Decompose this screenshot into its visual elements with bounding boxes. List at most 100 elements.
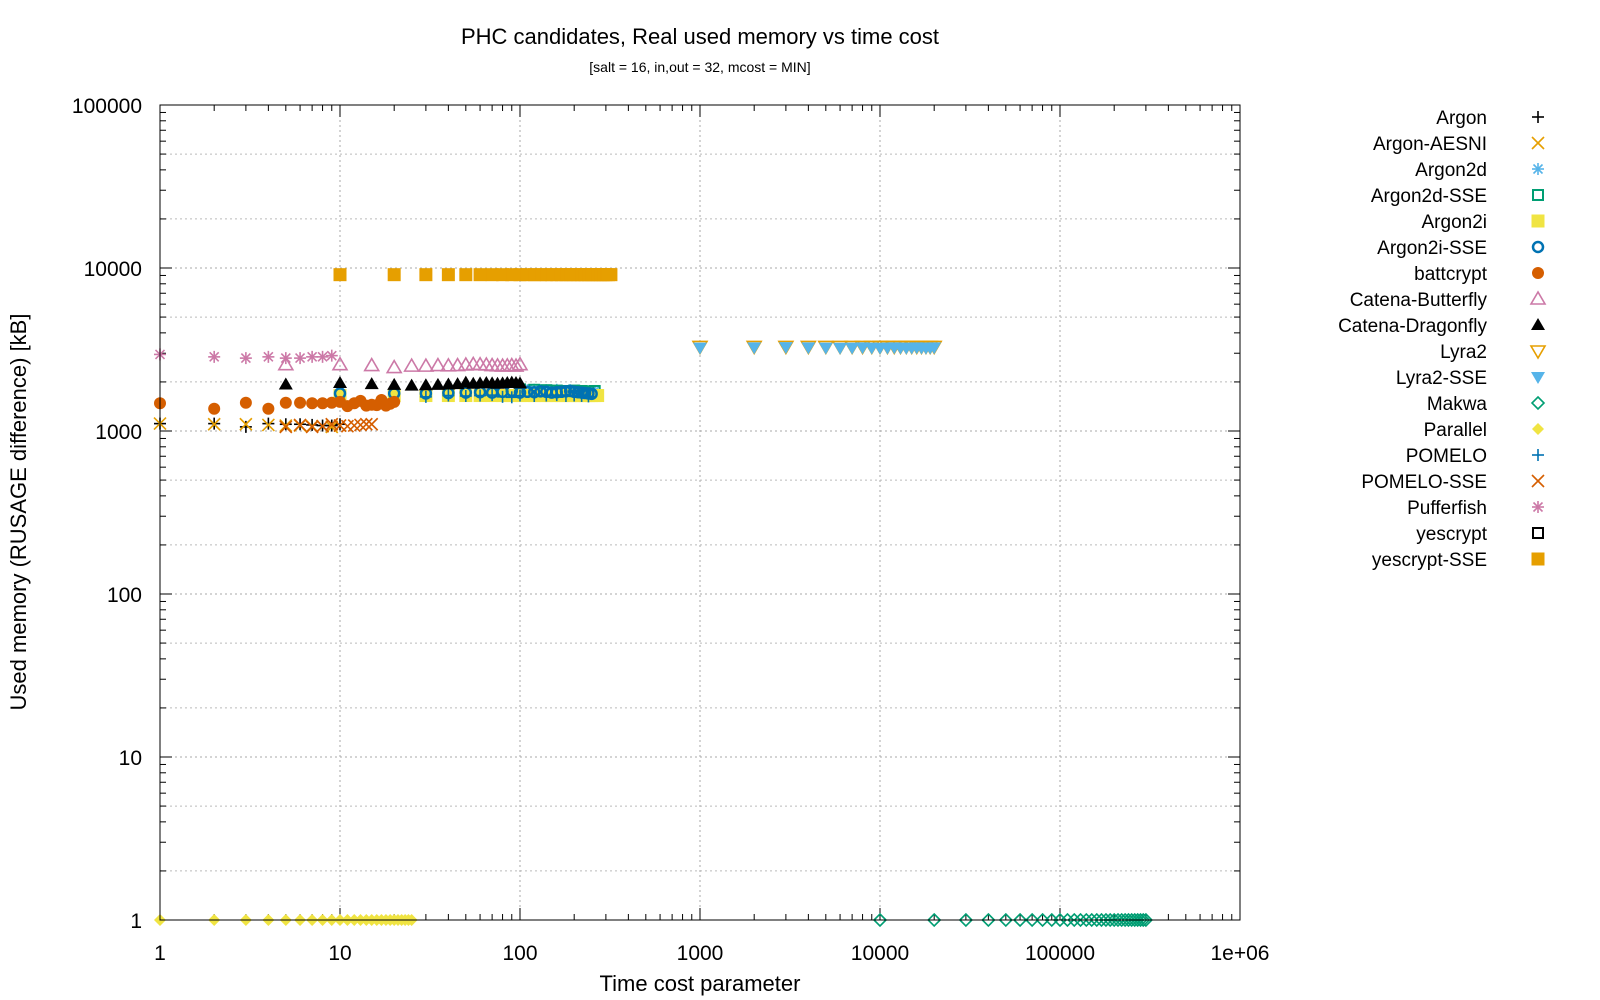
point-argon2i-sse [585,387,598,401]
point-lyra2-sse [693,342,707,355]
legend-label-argon2d-sse: Argon2d-SSE [1371,186,1487,207]
x-tick-label: 1000 [677,942,724,965]
chart-subtitle: [salt = 16, in,out = 32, mcost = MIN] [589,59,811,75]
point-pomelo-sse [293,418,307,432]
point-argon [306,418,319,431]
point-yescrypt-sse [419,268,433,282]
point-pomelo-sse [279,420,293,434]
legend-marker-argon [1532,111,1544,123]
legend: Argon Argon-AESNI Argon2d Argon2d-SSE Argon2… [1338,108,1547,571]
x-tick-label: 1 [154,942,166,965]
point-catena-dragonfly [404,378,419,391]
legend-marker-argon2i-sse [1531,240,1545,254]
point-catena-dragonfly [513,376,527,389]
point-catena-dragonfly [333,376,347,389]
legend-marker-argon2i [1531,214,1545,228]
point-argon [239,420,252,433]
point-battcrypt [294,396,307,409]
grid-lines [159,104,1241,921]
legend-marker-catena-butterfly [1529,290,1547,305]
point-battcrypt [316,397,329,410]
point-battcrypt [208,402,221,415]
plot-frame [159,104,1241,921]
legend-marker-lyra2-sse [1531,372,1545,384]
legend-label-argon-aesni: Argon-AESNI [1373,134,1487,155]
point-catena-butterfly [429,356,447,372]
point-catena-dragonfly [430,377,445,390]
point-lyra2-sse [818,342,833,355]
point-makwa [1073,912,1088,928]
legend-marker-pomelo-sse [1531,474,1545,488]
point-argon [334,418,346,431]
legend-label-argon: Argon [1436,108,1487,129]
point-pufferfish [239,352,252,365]
point-pufferfish [294,352,307,365]
point-makwa [981,912,996,928]
point-lyra2-sse [833,342,848,355]
point-argon2i-sse [521,385,534,399]
point-makwa [1079,912,1094,928]
point-pomelo [582,390,595,403]
point-pomelo [419,390,432,403]
point-battcrypt [262,402,275,415]
point-pomelo [550,389,563,402]
point-pomelo-sse [305,420,319,434]
x-tick-label: 100 [502,942,537,965]
legend-label-parallel: Parallel [1424,420,1487,441]
point-catena-butterfly [511,356,529,371]
legend-label-argon2i: Argon2i [1422,212,1488,233]
point-pomelo [540,389,553,402]
point-catena-butterfly [417,357,435,372]
point-argon [325,419,338,432]
point-pufferfish [306,350,319,363]
x-tick-label: 10000 [851,942,909,965]
y-tick-label: 10 [119,747,142,770]
point-pomelo [514,389,526,402]
point-catena-dragonfly [441,377,456,390]
point-argon [262,417,275,430]
data-points [153,268,1154,928]
point-makwa [927,912,942,928]
point-lyra2-sse [747,342,762,355]
legend-label-pomelo-sse: POMELO-SSE [1361,472,1487,493]
legend-marker-makwa [1530,395,1546,411]
point-pufferfish [262,350,275,363]
y-tick-label: 1000 [95,421,142,444]
y-tick-label: 10000 [84,258,142,281]
y-axis-label: Used memory (RUSAGE difference) [kB] [6,314,31,711]
point-makwa [1024,912,1040,928]
axis-ticks [159,104,1241,921]
point-argon-aesni [239,417,253,431]
point-yescrypt-sse [459,268,473,282]
point-pomelo [474,389,487,402]
legend-marker-pufferfish [1532,501,1544,513]
point-battcrypt [388,395,401,408]
point-argon [279,418,292,431]
point-pomelo [505,391,518,404]
legend-marker-argon2d-sse [1532,189,1544,201]
point-catena-butterfly [331,356,349,371]
point-catena-butterfly [385,358,403,374]
legend-label-pufferfish: Pufferfish [1407,498,1487,519]
point-pomelo [528,389,541,402]
point-argon-aesni [207,417,221,431]
point-lyra2-sse [845,342,860,355]
point-yescrypt-sse [604,268,618,282]
point-pomelo [442,389,455,402]
point-lyra2-sse [801,342,816,355]
point-pufferfish [316,350,329,363]
point-pomelo-sse [365,417,379,431]
point-catena-dragonfly [418,378,433,391]
legend-marker-yescrypt [1532,527,1544,539]
point-battcrypt [239,396,252,409]
point-pomelo-sse [359,417,373,431]
point-pomelo [459,389,472,402]
legend-label-catena-dragonfly: Catena-Dragonfly [1338,316,1487,337]
point-makwa [1138,912,1154,928]
point-argon-aesni [279,418,293,433]
legend-label-battcrypt: battcrypt [1414,264,1488,285]
point-catena-butterfly [277,356,295,371]
point-yescrypt-sse [473,268,487,282]
point-makwa [1133,912,1148,928]
point-makwa [872,912,888,928]
